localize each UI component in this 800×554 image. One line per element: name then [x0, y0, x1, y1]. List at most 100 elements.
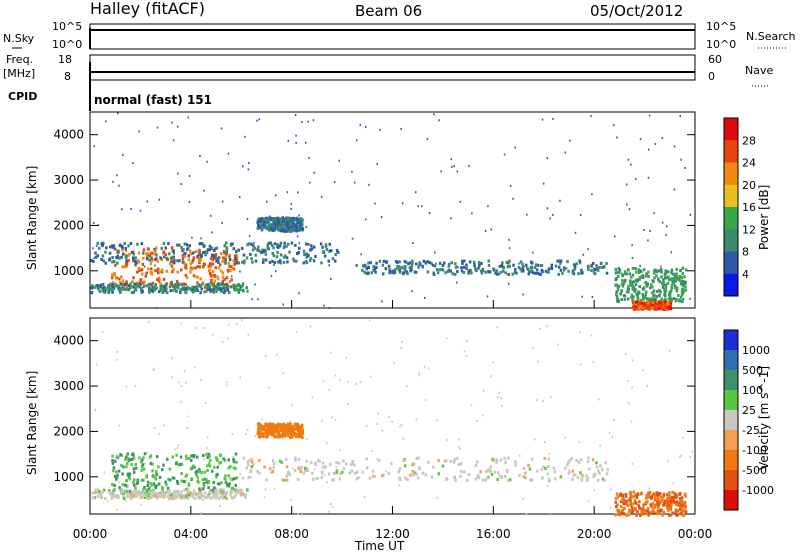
noise-cell: [253, 241, 255, 244]
noise-cell: [424, 296, 426, 299]
noise-cell: [256, 119, 258, 122]
scatter-cell: [189, 252, 193, 256]
noise-cell: [334, 418, 337, 421]
scatter-cell: [660, 297, 663, 301]
scatter-cell: [635, 513, 638, 517]
scatter-cell: [121, 472, 124, 476]
scatter-cell: [297, 428, 300, 432]
scatter-cell: [199, 284, 202, 288]
scatter-cell: [385, 260, 388, 264]
scatter-cell: [145, 271, 148, 275]
scatter-cell: [228, 291, 231, 295]
noise-cell: [381, 300, 383, 303]
scatter-cell: [135, 482, 139, 486]
scatter-cell: [296, 477, 300, 481]
scatter-cell: [279, 219, 282, 223]
scatter-cell: [590, 269, 593, 272]
scatter-cell: [414, 471, 417, 475]
scatter-cell: [266, 244, 269, 248]
scatter-cell: [411, 261, 414, 265]
scatter-cell: [660, 275, 663, 279]
scatter-cell: [131, 280, 134, 284]
noise-cell: [649, 230, 651, 232]
scatter-cell: [204, 250, 207, 254]
scatter-cell: [302, 471, 306, 475]
scatter-cell: [130, 284, 133, 288]
scatter-cell: [561, 271, 564, 275]
scatter-cell: [156, 455, 159, 459]
noise-cell: [365, 126, 367, 129]
scatter-cell: [140, 287, 143, 290]
noise-cell: [548, 452, 551, 455]
noise-cell: [146, 452, 148, 455]
scatter-cell: [206, 468, 209, 472]
scatter-cell: [162, 463, 165, 467]
x-tick-label: 12:00: [375, 527, 410, 541]
scatter-cell: [345, 462, 348, 466]
scatter-cell: [417, 476, 420, 480]
scatter-cell: [587, 268, 590, 272]
noise-cell: [199, 155, 201, 157]
noise-cell: [328, 307, 330, 310]
scatter-cell: [468, 260, 472, 264]
scatter-cell: [146, 247, 150, 251]
scatter-cell: [295, 217, 299, 221]
scatter-cell: [397, 268, 401, 272]
scatter-cell: [651, 279, 654, 283]
scatter-cell: [114, 282, 117, 286]
scatter-cell: [168, 252, 171, 256]
scatter-cell: [241, 492, 244, 496]
scatter-cell: [216, 465, 219, 469]
noise-cell: [267, 386, 270, 389]
scatter-cell: [212, 491, 215, 494]
scatter-cell: [238, 488, 242, 492]
scatter-cell: [129, 497, 133, 501]
noise-cell: [275, 433, 278, 436]
scatter-cell: [202, 454, 205, 457]
scatter-cell: [194, 471, 198, 475]
colorbar-segment: [724, 350, 738, 371]
scatter-cell: [225, 246, 228, 250]
scatter-cell: [193, 274, 197, 278]
scatter-cell: [132, 456, 136, 460]
noise-cell: [660, 265, 662, 268]
scatter-cell: [382, 259, 386, 263]
scatter-cell: [320, 475, 324, 479]
scatter-cell: [631, 506, 634, 509]
scatter-cell: [617, 267, 620, 271]
scatter-cell: [210, 290, 213, 294]
scatter-cell: [233, 477, 236, 481]
scatter-cell: [268, 467, 272, 471]
scatter-cell: [668, 507, 672, 511]
scatter-cell: [207, 486, 210, 490]
scatter-cell: [498, 264, 502, 268]
scatter-cell: [571, 478, 574, 481]
scatter-cell: [499, 270, 503, 274]
scatter-cell: [150, 272, 154, 276]
noise-cell: [532, 347, 534, 350]
noise-cell: [200, 379, 202, 382]
scatter-cell: [408, 261, 412, 265]
scatter-cell: [205, 251, 209, 254]
scatter-cell: [116, 254, 119, 258]
scatter-cell: [149, 251, 152, 255]
scatter-cell: [101, 254, 105, 258]
noise-cell: [399, 425, 401, 428]
scatter-cell: [631, 273, 635, 277]
noise-cell: [187, 116, 189, 119]
scatter-cell: [644, 500, 648, 504]
noise-cell: [680, 158, 682, 161]
scatter-cell: [211, 284, 215, 288]
scatter-cell: [591, 458, 595, 462]
scatter-cell: [321, 245, 324, 249]
scatter-cell: [305, 466, 309, 470]
scatter-cell: [628, 279, 632, 283]
noise-cell: [400, 346, 402, 349]
noise-cell: [490, 375, 492, 378]
noise-cell: [203, 458, 205, 461]
scatter-cell: [216, 275, 219, 279]
scatter-cell: [107, 287, 110, 291]
scatter-cell: [592, 475, 595, 479]
scatter-cell: [655, 491, 659, 495]
noise-cell: [391, 272, 393, 275]
